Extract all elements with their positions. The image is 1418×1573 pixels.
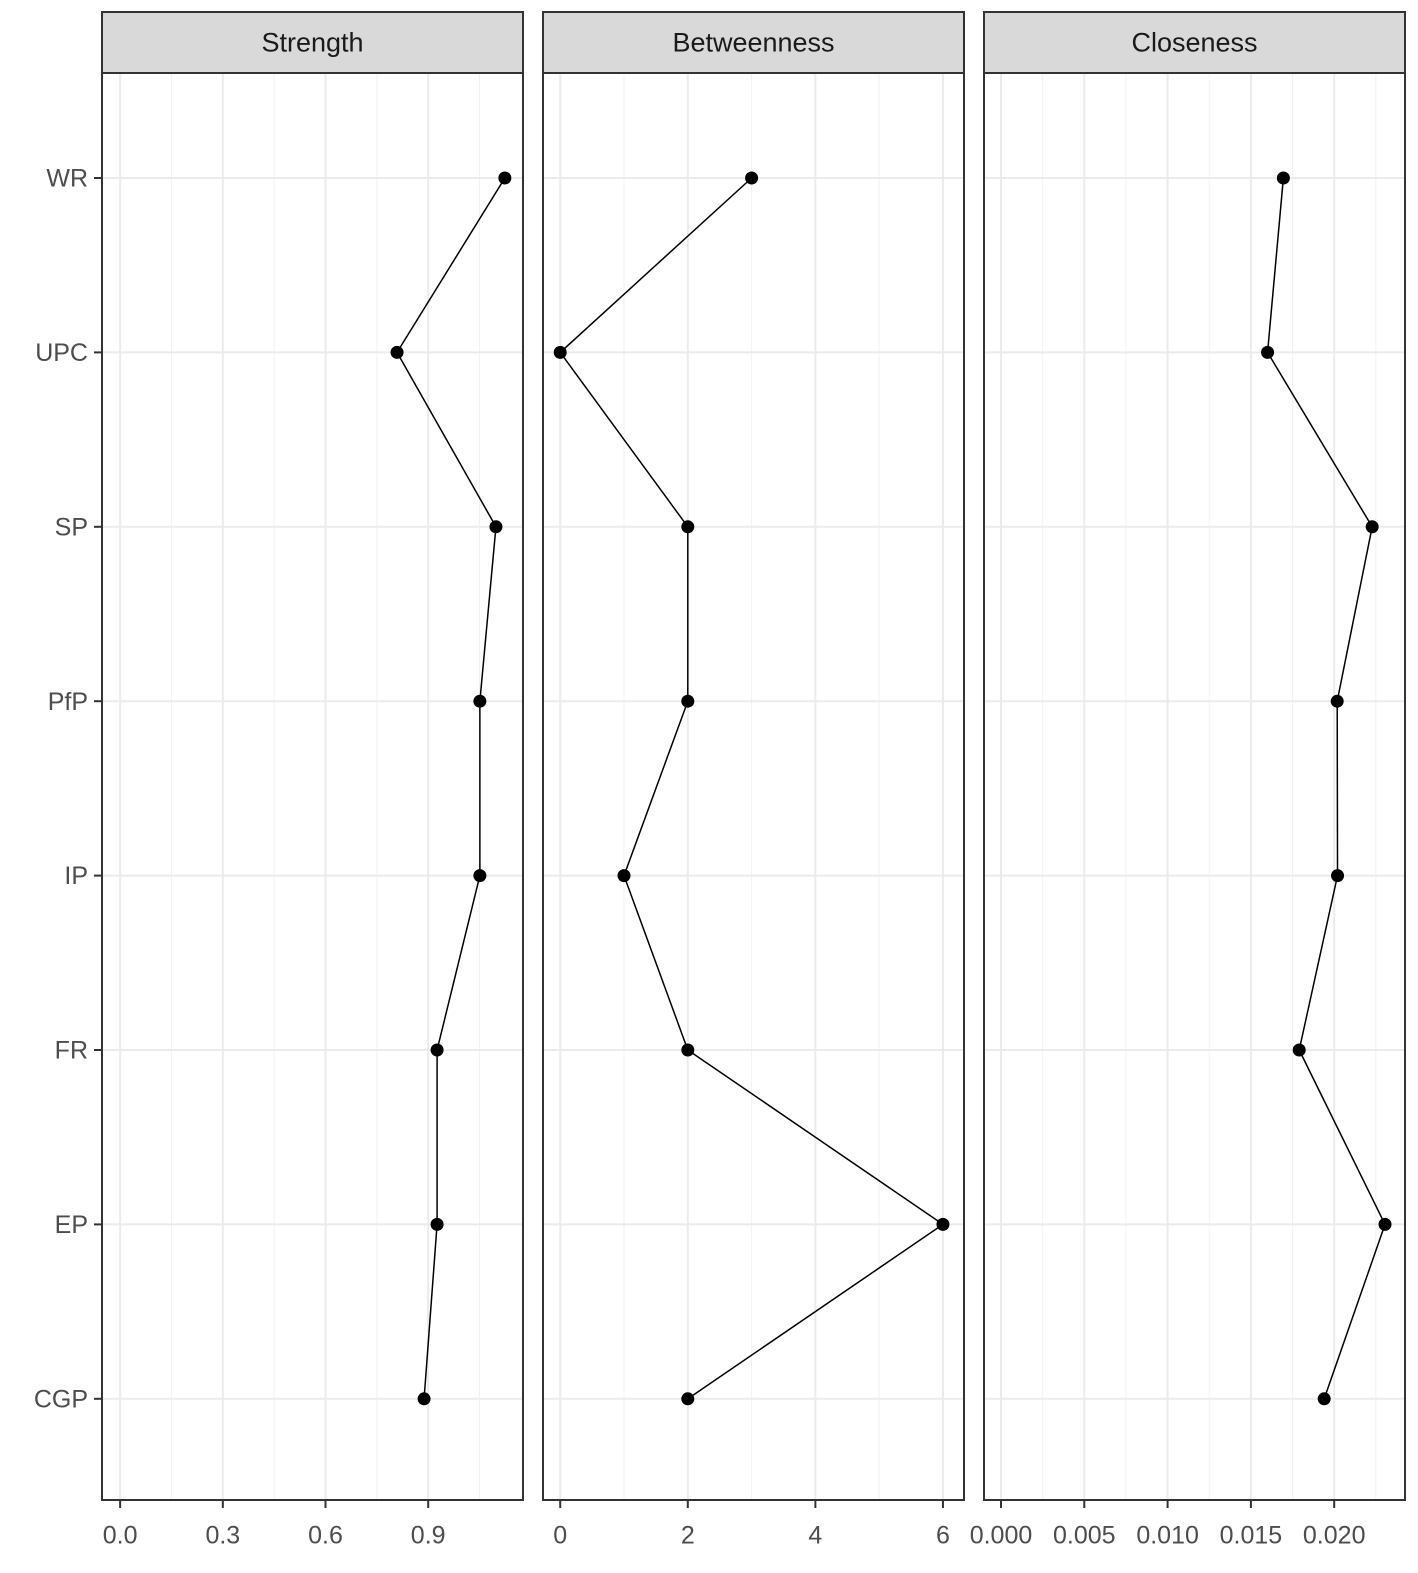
- data-point: [498, 171, 512, 185]
- data-point: [1292, 1043, 1306, 1057]
- data-point: [617, 869, 631, 883]
- x-tick-label: 0.010: [1136, 1522, 1199, 1550]
- data-point: [489, 520, 503, 534]
- data-point: [1330, 694, 1344, 708]
- x-tick-label: 0.005: [1053, 1522, 1116, 1550]
- data-line: [396, 177, 506, 1399]
- strip: [983, 11, 1406, 74]
- data-point: [417, 1392, 431, 1406]
- data-point: [1378, 1217, 1392, 1231]
- x-tick-label: 0.020: [1303, 1522, 1366, 1550]
- strip-label: Strength: [261, 28, 363, 58]
- x-tick-label: 6: [936, 1522, 950, 1550]
- x-tick-label: 0.3: [205, 1522, 240, 1550]
- y-tick-label: PfP: [48, 688, 88, 716]
- x-tick-label: 0.015: [1220, 1522, 1283, 1550]
- panel-background: [102, 73, 523, 1500]
- data-point: [553, 345, 567, 359]
- y-tick-label: FR: [55, 1037, 88, 1065]
- x-tick-label: 4: [808, 1522, 822, 1550]
- data-line: [559, 177, 945, 1400]
- x-tick-label: 0.9: [411, 1522, 446, 1550]
- data-point: [473, 869, 487, 883]
- strip: [542, 11, 965, 74]
- strip-label: Betweenness: [672, 28, 834, 58]
- data-point: [390, 345, 404, 359]
- data-point: [1276, 171, 1290, 185]
- data-point: [936, 1217, 950, 1231]
- y-tick-label: EP: [55, 1211, 88, 1239]
- strip: [101, 11, 524, 74]
- data-point: [1331, 869, 1345, 883]
- data-point: [681, 694, 695, 708]
- data-point: [473, 694, 487, 708]
- data-point: [1317, 1392, 1331, 1406]
- y-tick-label: WR: [46, 165, 88, 193]
- data-point: [681, 1392, 695, 1406]
- panel-background: [543, 73, 964, 1500]
- y-tick-label: SP: [55, 513, 88, 541]
- x-tick-label: 0.6: [308, 1522, 343, 1550]
- data-point: [745, 171, 759, 185]
- x-tick-label: 0.0: [103, 1522, 138, 1550]
- strip-label: Closeness: [1131, 28, 1257, 58]
- data-point: [1261, 345, 1275, 359]
- y-tick-label: IP: [64, 862, 88, 890]
- panel-background: [984, 73, 1405, 1500]
- data-line: [1266, 177, 1386, 1400]
- x-tick-label: 2: [681, 1522, 695, 1550]
- y-tick-label: UPC: [35, 339, 88, 367]
- x-tick-label: 0: [553, 1522, 567, 1550]
- data-point: [1365, 520, 1379, 534]
- y-tick-label: CGP: [34, 1385, 88, 1413]
- data-point: [430, 1217, 444, 1231]
- data-point: [681, 1043, 695, 1057]
- data-point: [430, 1043, 444, 1057]
- x-tick-label: 0.000: [970, 1522, 1033, 1550]
- data-point: [681, 520, 695, 534]
